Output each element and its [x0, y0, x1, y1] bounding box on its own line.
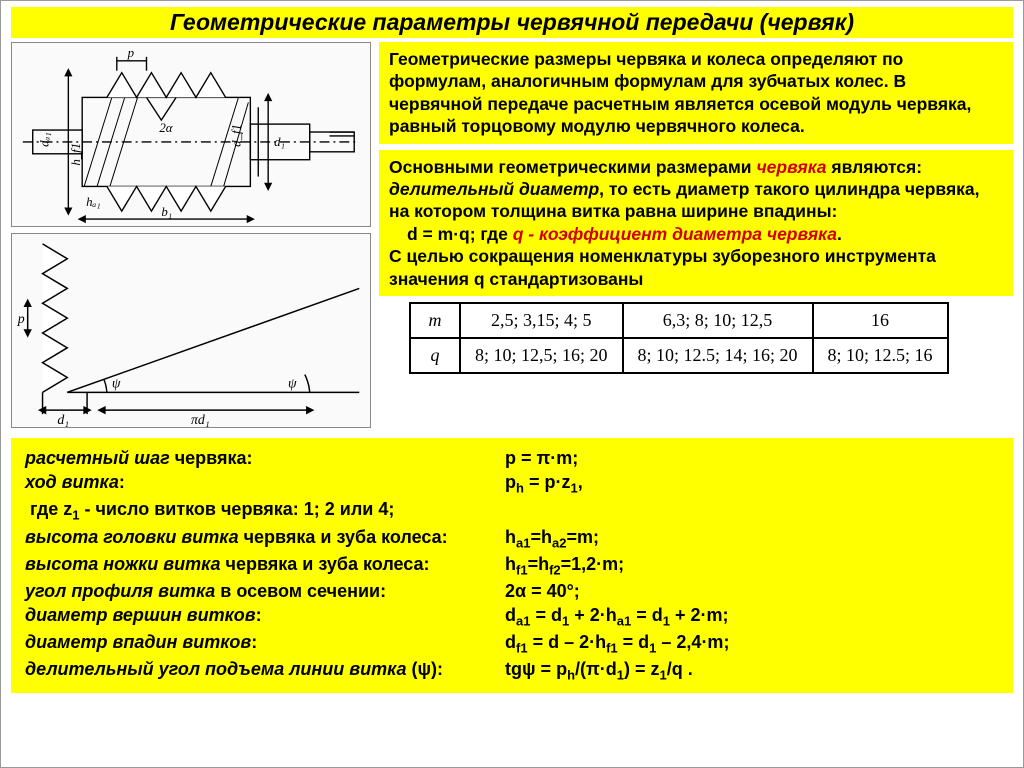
main-l1-red: червяка: [756, 157, 826, 177]
f-formula: hf1=hf2=1,2·m;: [505, 552, 999, 579]
f-label-rest: червяка и зуба колеса:: [221, 554, 430, 574]
f-label: расчетный шаг: [25, 448, 170, 468]
table-cell: 8; 10; 12.5; 16: [813, 338, 948, 373]
label-df1: d_f1: [229, 124, 243, 147]
f-label-rest: :: [251, 632, 257, 652]
table-cell: 8; 10; 12,5; 16; 20: [460, 338, 623, 373]
f-label: делительный угол подъема линии витка: [25, 659, 407, 679]
formula-row: диаметр впадин витков: df1 = d – 2·hf1 =…: [25, 630, 999, 657]
f-formula: df1 = d – 2·hf1 = d1 – 2,4·m;: [505, 630, 999, 657]
main-params-box: Основными геометрическими размерами черв…: [379, 150, 1013, 296]
f-label-rest: (ψ):: [407, 659, 444, 679]
f-label: высота ножки витка: [25, 554, 221, 574]
f-label-rest: :: [119, 472, 125, 492]
formula-red: q - коэффициент диаметра червяка: [513, 224, 837, 244]
f-label: высота головки витка: [25, 527, 239, 547]
slide-title: Геометрические параметры червячной перед…: [11, 7, 1013, 38]
f-label: ход витка: [25, 472, 119, 492]
main-l1-post: являются:: [827, 157, 923, 177]
formula-row: диаметр вершин витков: da1 = d1 + 2·ha1 …: [25, 603, 999, 630]
label-hf1: h_f1: [69, 143, 83, 166]
main-l1-pre: Основными геометрическими размерами: [389, 157, 756, 177]
label-psi1: ψ: [112, 375, 121, 390]
diagram-column: p 2α d₁ dₐ₁ d_f1 hₐ₁ h_f1 b₁: [11, 42, 371, 428]
label-ha1: hₐ₁: [86, 195, 101, 209]
f-label: угол профиля витка: [25, 581, 215, 601]
f-formula: ph = p·z1,: [505, 470, 999, 497]
label-pid1: πd₁: [191, 412, 210, 427]
table-cell: 8; 10; 12.5; 14; 16; 20: [623, 338, 813, 373]
label-2a: 2α: [159, 121, 172, 135]
row-header-q: q: [410, 338, 460, 373]
label-b1: b₁: [161, 205, 172, 219]
formula-row: делительный угол подъема линии витка (ψ)…: [25, 657, 999, 684]
f-formula: tgψ = ph/(π·d1) = z1/q .: [505, 657, 999, 684]
table-cell: 16: [813, 303, 948, 338]
intro-text-box: Геометрические размеры червяка и колеса …: [379, 42, 1013, 144]
f-formula: ha1=ha2=m;: [505, 525, 999, 552]
worm-shaft-diagram: p 2α d₁ dₐ₁ d_f1 hₐ₁ h_f1 b₁: [11, 42, 371, 227]
formula-row: угол профиля витка в осевом сечении: 2α …: [25, 579, 999, 603]
formula-line: d = m·q; где q - коэффициент диаметра че…: [389, 223, 842, 245]
label-d1b: d₁: [57, 412, 69, 427]
label-pb: p: [17, 311, 25, 326]
f-label-rest: :: [256, 605, 262, 625]
main-l2-ital: делительный диаметр: [389, 179, 599, 199]
formula-row: высота ножки витка червяка и зуба колеса…: [25, 552, 999, 579]
table-cell: 2,5; 3,15; 4; 5: [460, 303, 623, 338]
f-formula: 2α = 40°;: [505, 579, 999, 603]
row-header-m: m: [410, 303, 460, 338]
f-formula: da1 = d1 + 2·ha1 = d1 + 2·m;: [505, 603, 999, 630]
f-label-rest: червяка и зуба колеса:: [239, 527, 448, 547]
f-label-rest: в осевом сечении:: [215, 581, 386, 601]
formula-row: высота головки витка червяка и зуба коле…: [25, 525, 999, 552]
table-row: m 2,5; 3,15; 4; 5 6,3; 8; 10; 12,5 16: [410, 303, 948, 338]
pitch-angle-diagram: ψ ψ d₁ πd₁ p: [11, 233, 371, 428]
f-label: диаметр впадин витков: [25, 632, 251, 652]
label-psi2: ψ: [288, 375, 297, 390]
standards-table: m 2,5; 3,15; 4; 5 6,3; 8; 10; 12,5 16 q …: [409, 302, 949, 374]
label-da1: dₐ₁: [38, 132, 52, 147]
formula-row: расчетный шаг червяка: p = π·m;: [25, 446, 999, 470]
f-label-rest: червяка:: [170, 448, 253, 468]
formula-post: .: [837, 224, 842, 244]
formula-row: ход витка: ph = p·z1,: [25, 470, 999, 497]
f-formula: p = π·m;: [505, 446, 999, 470]
formula-note: где z1 - число витков червяка: 1; 2 или …: [25, 497, 999, 524]
formulas-box: расчетный шаг червяка: p = π·m; ход витк…: [11, 438, 1013, 693]
label-p: p: [127, 46, 135, 60]
main-l3: С целью сокращения номенклатуры зуборезн…: [389, 246, 936, 288]
formula-pre: d = m·q; где: [407, 224, 513, 244]
table-row: q 8; 10; 12,5; 16; 20 8; 10; 12.5; 14; 1…: [410, 338, 948, 373]
label-d1: d₁: [274, 135, 285, 149]
f-label: диаметр вершин витков: [25, 605, 256, 625]
table-cell: 6,3; 8; 10; 12,5: [623, 303, 813, 338]
